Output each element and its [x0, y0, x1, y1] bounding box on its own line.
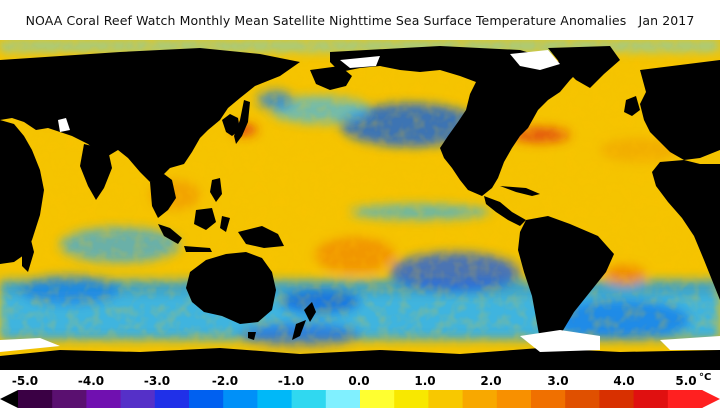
land-tasmania: [248, 332, 256, 340]
land-masses: [0, 46, 720, 370]
land-japan: [222, 114, 240, 136]
color-swatch: [496, 390, 532, 408]
land-central-america: [484, 196, 526, 226]
color-swatch: [462, 390, 498, 408]
land-india: [80, 144, 112, 200]
color-swatches: [18, 390, 703, 408]
land-eurasia-west: [0, 48, 300, 182]
land-new-zealand: [304, 302, 316, 322]
color-swatch: [599, 390, 635, 408]
land-north-america: [330, 46, 580, 196]
color-swatch: [86, 390, 122, 408]
land-new-zealand-2: [292, 320, 306, 340]
unit-label: °C: [699, 372, 712, 383]
tick-label: -3.0: [143, 374, 171, 388]
land-new-guinea: [238, 226, 284, 248]
color-swatch: [52, 390, 87, 408]
land-japan-2: [234, 100, 250, 144]
color-swatch: [531, 390, 566, 408]
tick-label: 1.0: [414, 374, 436, 388]
land-sumatra: [158, 224, 182, 244]
color-swatch: [667, 390, 703, 408]
color-swatch: [428, 390, 464, 408]
tick-label: 0.0: [348, 374, 370, 388]
tick-label: 5.0: [675, 374, 697, 388]
color-swatch: [394, 390, 429, 408]
color-swatch: [120, 390, 156, 408]
tick-label: -1.0: [277, 374, 305, 388]
land-alaska: [310, 66, 352, 90]
sea-ice: [0, 50, 720, 352]
land-africa-east: [0, 120, 44, 264]
color-swatch: [189, 390, 224, 408]
color-swatch: [223, 390, 258, 408]
land-caribbean: [500, 186, 540, 196]
color-bar: [0, 390, 720, 408]
land-antarctica: [0, 348, 720, 370]
color-scale: -5.0 -4.0 -3.0 -2.0 -1.0 0.0 1.0 2.0 3.0…: [0, 370, 720, 411]
tick-label: 2.0: [480, 374, 502, 388]
color-swatch: [633, 390, 669, 408]
color-bar-right-arrow: [702, 390, 720, 408]
tick-label: -2.0: [211, 374, 239, 388]
land-south-america: [518, 216, 614, 360]
color-swatch: [291, 390, 327, 408]
color-swatch: [154, 390, 190, 408]
land-uk: [624, 96, 640, 116]
land-sulawesi: [220, 216, 230, 232]
color-swatch: [257, 390, 293, 408]
sst-anomaly-map: [0, 40, 720, 370]
land-philippines: [210, 178, 222, 202]
tick-label: -4.0: [77, 374, 105, 388]
title-text: NOAA Coral Reef Watch Monthly Mean Satel…: [25, 12, 627, 28]
color-swatch: [565, 390, 600, 408]
color-bar-left-arrow: [0, 390, 18, 408]
land-madagascar: [22, 236, 34, 272]
land-greenland: [548, 46, 620, 88]
title-date: Jan 2017: [638, 12, 695, 28]
color-swatch: [18, 390, 53, 408]
map-title: NOAA Coral Reef Watch Monthly Mean Satel…: [0, 0, 720, 40]
color-swatch: [325, 390, 361, 408]
land-europe: [640, 60, 720, 160]
land-java: [184, 246, 212, 252]
land-australia: [186, 252, 276, 324]
tick-label: 3.0: [547, 374, 569, 388]
tick-label: 4.0: [613, 374, 635, 388]
color-swatch: [360, 390, 395, 408]
land-indochina: [150, 174, 176, 218]
land-borneo: [194, 208, 216, 230]
land-africa-west: [652, 160, 720, 300]
tick-label: -5.0: [11, 374, 39, 388]
